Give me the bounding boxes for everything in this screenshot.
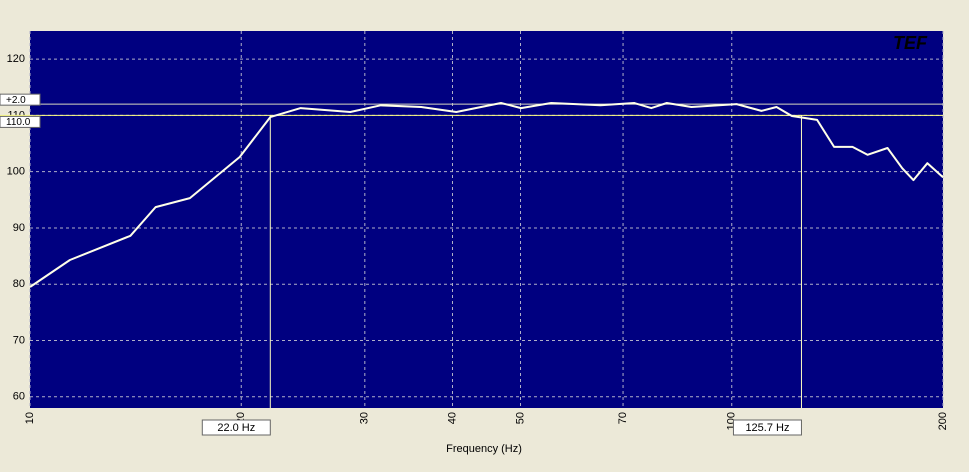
x-tick-label: 50: [514, 412, 526, 424]
x-tick-label: 30: [359, 412, 371, 424]
reference-label-box: [0, 93, 41, 106]
y-tick-label: 80: [13, 278, 25, 290]
y-tick-label: 100: [7, 166, 25, 178]
x-tick-label: 10: [24, 412, 36, 424]
y-tick-label: 60: [13, 391, 25, 403]
reference-label: 110.0: [6, 117, 31, 128]
frequency-label: 125.7 Hz: [745, 422, 789, 434]
logo: TEF: [893, 33, 928, 53]
x-axis-label: Frequency (Hz): [446, 443, 522, 455]
reference-label-box: [0, 115, 41, 128]
frequency-label: 22.0 Hz: [217, 422, 255, 434]
frequency-label-box: [732, 419, 802, 436]
x-tick-label: 200: [937, 412, 949, 430]
y-tick-label: 90: [13, 222, 25, 234]
plot-area: [30, 31, 943, 408]
x-tick-label: 70: [617, 412, 629, 424]
reference-label: +2.0: [6, 95, 26, 106]
frequency-label-box: [201, 419, 271, 436]
response-curve: [29, 102, 944, 288]
x-tick-label: 40: [446, 412, 458, 424]
y-tick-label: 70: [13, 334, 25, 346]
y-tick-label: 120: [7, 53, 25, 65]
